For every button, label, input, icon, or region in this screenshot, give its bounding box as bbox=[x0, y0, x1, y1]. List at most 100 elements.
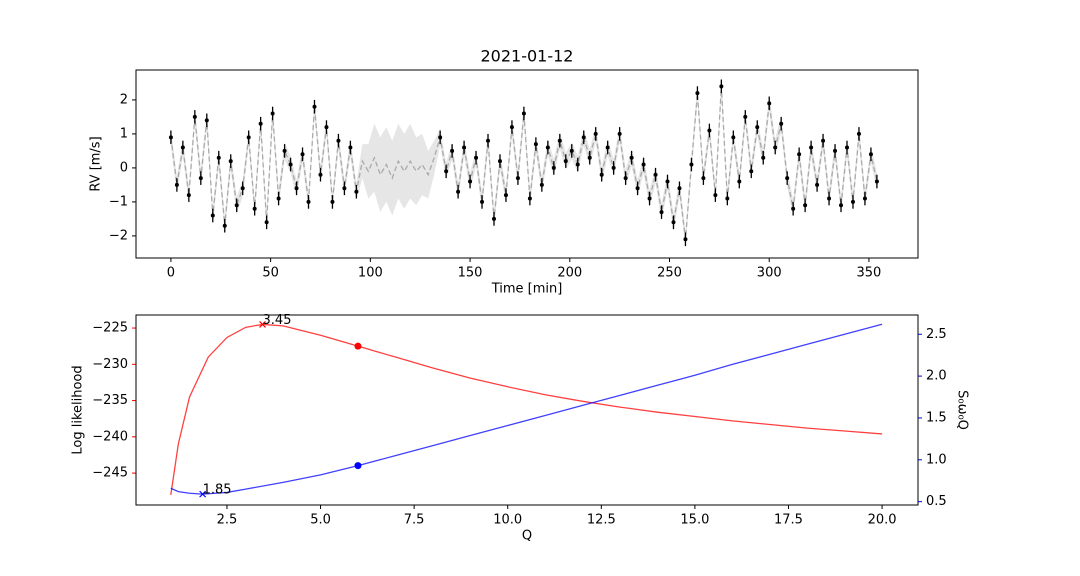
data-point bbox=[246, 135, 251, 140]
y-axis-label: RV [m/s] bbox=[89, 136, 104, 191]
x-tick-label: 350 bbox=[857, 266, 882, 281]
data-point bbox=[719, 84, 724, 89]
y-tick-label: −245 bbox=[92, 466, 128, 481]
data-point bbox=[312, 104, 317, 109]
data-point bbox=[605, 145, 610, 150]
data-point bbox=[545, 145, 550, 150]
data-point bbox=[300, 152, 305, 157]
y2-tick-label: 2.0 bbox=[926, 369, 947, 384]
data-point bbox=[791, 206, 796, 211]
data-point bbox=[348, 145, 353, 150]
highlight-point bbox=[354, 342, 362, 350]
axes-frame bbox=[135, 69, 919, 259]
data-point bbox=[767, 101, 772, 106]
data-point bbox=[844, 145, 849, 150]
data-point bbox=[683, 237, 688, 242]
data-point bbox=[833, 148, 838, 153]
data-point bbox=[797, 152, 802, 157]
data-point bbox=[581, 135, 586, 140]
data-point bbox=[204, 118, 209, 123]
data-point bbox=[521, 111, 526, 116]
data-point bbox=[486, 138, 491, 143]
x-tick-label: 150 bbox=[458, 266, 483, 281]
x-tick-label: 200 bbox=[557, 266, 582, 281]
y-tick-label: −230 bbox=[92, 357, 128, 372]
x-tick-label: 300 bbox=[757, 266, 782, 281]
data-point bbox=[862, 196, 867, 201]
data-point bbox=[617, 131, 622, 136]
data-point bbox=[480, 199, 485, 204]
annotation-label: 1.85 bbox=[203, 483, 232, 498]
data-point bbox=[641, 162, 646, 167]
y2-axis-label: S₀ω₀Q bbox=[955, 390, 970, 430]
data-point bbox=[874, 179, 879, 184]
data-point bbox=[868, 152, 873, 157]
data-point bbox=[240, 186, 245, 191]
y-tick-label: −2 bbox=[109, 228, 128, 243]
data-point bbox=[611, 165, 616, 170]
x-axis-label: Time [min] bbox=[491, 282, 563, 297]
data-point bbox=[509, 125, 514, 130]
y-tick-label: −235 bbox=[92, 393, 128, 408]
data-point bbox=[210, 213, 215, 218]
data-point bbox=[252, 206, 257, 211]
data-point bbox=[725, 196, 730, 201]
data-point bbox=[198, 176, 203, 181]
data-point bbox=[216, 155, 221, 160]
y-tick-label: −240 bbox=[92, 429, 128, 444]
plot-area bbox=[168, 77, 879, 248]
data-point bbox=[539, 182, 544, 187]
data-point bbox=[856, 131, 861, 136]
x-tick-label: 5.0 bbox=[310, 513, 331, 528]
data-point bbox=[665, 179, 670, 184]
data-point bbox=[659, 210, 664, 215]
axes-frame bbox=[135, 314, 919, 506]
data-point bbox=[497, 159, 502, 164]
y2-tick-label: 2.5 bbox=[926, 327, 947, 342]
data-point bbox=[689, 162, 694, 167]
data-point bbox=[515, 176, 520, 181]
data-point bbox=[168, 135, 173, 140]
y-tick-label: 0 bbox=[120, 160, 128, 175]
data-point bbox=[803, 203, 808, 208]
data-point bbox=[324, 125, 329, 130]
y-tick-label: −225 bbox=[92, 321, 128, 336]
data-point bbox=[468, 179, 473, 184]
data-point bbox=[450, 148, 455, 153]
data-point bbox=[671, 220, 676, 225]
data-point bbox=[743, 114, 748, 119]
data-point bbox=[318, 172, 323, 177]
data-point bbox=[342, 186, 347, 191]
data-point bbox=[186, 193, 191, 198]
y2-tick-label: 0.5 bbox=[926, 494, 947, 509]
data-point bbox=[563, 159, 568, 164]
data-point bbox=[749, 169, 754, 174]
x-tick-label: 10.0 bbox=[493, 513, 522, 528]
data-point bbox=[839, 203, 844, 208]
y-tick-label: 1 bbox=[120, 126, 128, 141]
x-tick-label: 7.5 bbox=[404, 513, 425, 528]
x-tick-label: 17.5 bbox=[774, 513, 803, 528]
data-point bbox=[306, 199, 311, 204]
data-point bbox=[755, 125, 760, 130]
data-point bbox=[635, 186, 640, 191]
data-point bbox=[815, 182, 820, 187]
data-point bbox=[276, 196, 281, 201]
data-point bbox=[713, 193, 718, 198]
x-tick-label: 12.5 bbox=[587, 513, 616, 528]
data-point bbox=[288, 162, 293, 167]
data-point bbox=[354, 189, 359, 194]
data-point bbox=[527, 196, 532, 201]
data-point bbox=[731, 135, 736, 140]
data-point bbox=[491, 216, 496, 221]
series-line bbox=[170, 323, 883, 495]
y-axis-label: Log likelihood bbox=[71, 365, 86, 454]
data-point bbox=[222, 223, 227, 228]
data-point bbox=[444, 169, 449, 174]
data-point bbox=[336, 138, 341, 143]
data-point bbox=[653, 172, 658, 177]
data-point bbox=[456, 189, 461, 194]
data-point bbox=[827, 196, 832, 201]
data-point bbox=[551, 165, 556, 170]
